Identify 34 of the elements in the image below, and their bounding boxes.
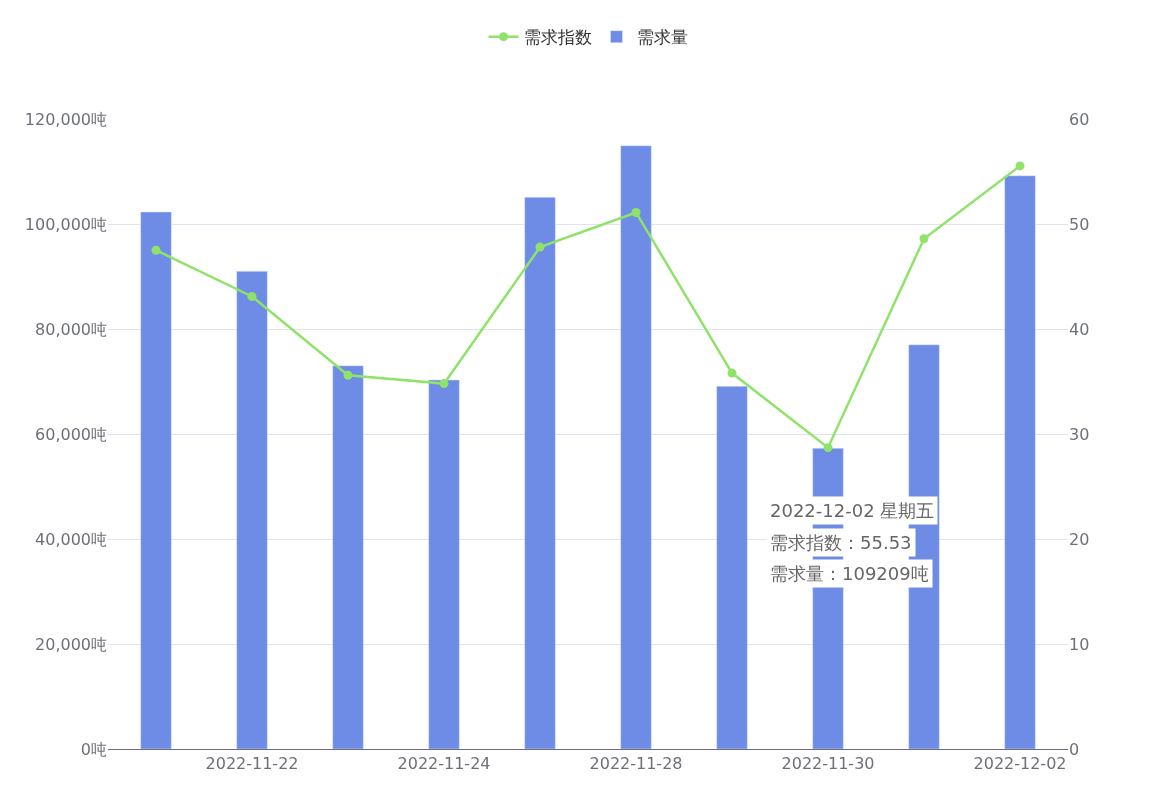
x-tick-label: 2022-12-02	[973, 754, 1067, 774]
point	[823, 443, 833, 453]
x-tick-label: 2022-11-28	[589, 754, 683, 774]
point	[439, 379, 449, 389]
y2-tick-label: 30	[1069, 424, 1090, 444]
y2-tick-label: 60	[1069, 109, 1090, 129]
y-tick-label: 120,000吨	[24, 109, 107, 129]
y-tick-label: 0吨	[80, 739, 107, 759]
y-tick-label: 100,000吨	[24, 214, 107, 234]
legend-label: 需求指数	[523, 27, 592, 48]
y-tick-label: 60,000吨	[35, 424, 107, 444]
point	[919, 234, 929, 244]
y2-tick-label: 20	[1069, 529, 1090, 549]
y2-tick-label: 50	[1069, 214, 1090, 234]
point	[151, 245, 161, 255]
y-tick-label: 40,000吨	[35, 529, 107, 549]
point	[247, 291, 257, 301]
point	[1015, 161, 1025, 171]
annotation: 需求量：109209吨	[770, 563, 929, 584]
y2-tick-label: 0	[1069, 739, 1080, 759]
y-tick-label: 80,000吨	[35, 319, 107, 339]
x-tick-label: 2022-11-22	[205, 754, 299, 774]
annotation: 2022-12-02 星期五	[770, 500, 935, 521]
y-tick-label: 20,000吨	[35, 634, 107, 654]
legend-label: 需求量	[636, 27, 688, 48]
y2-tick-label: 40	[1069, 319, 1090, 339]
point	[343, 370, 353, 380]
x-tick-label: 2022-11-24	[397, 754, 491, 774]
point	[631, 207, 641, 217]
y2-tick-label: 10	[1069, 634, 1090, 654]
annotation: 需求指数：55.53	[770, 532, 912, 553]
x-tick-label: 2022-11-30	[781, 754, 875, 774]
point	[727, 368, 737, 378]
point	[535, 242, 545, 252]
